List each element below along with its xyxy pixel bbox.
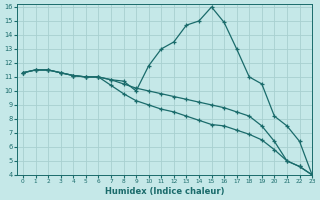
- X-axis label: Humidex (Indice chaleur): Humidex (Indice chaleur): [105, 187, 224, 196]
